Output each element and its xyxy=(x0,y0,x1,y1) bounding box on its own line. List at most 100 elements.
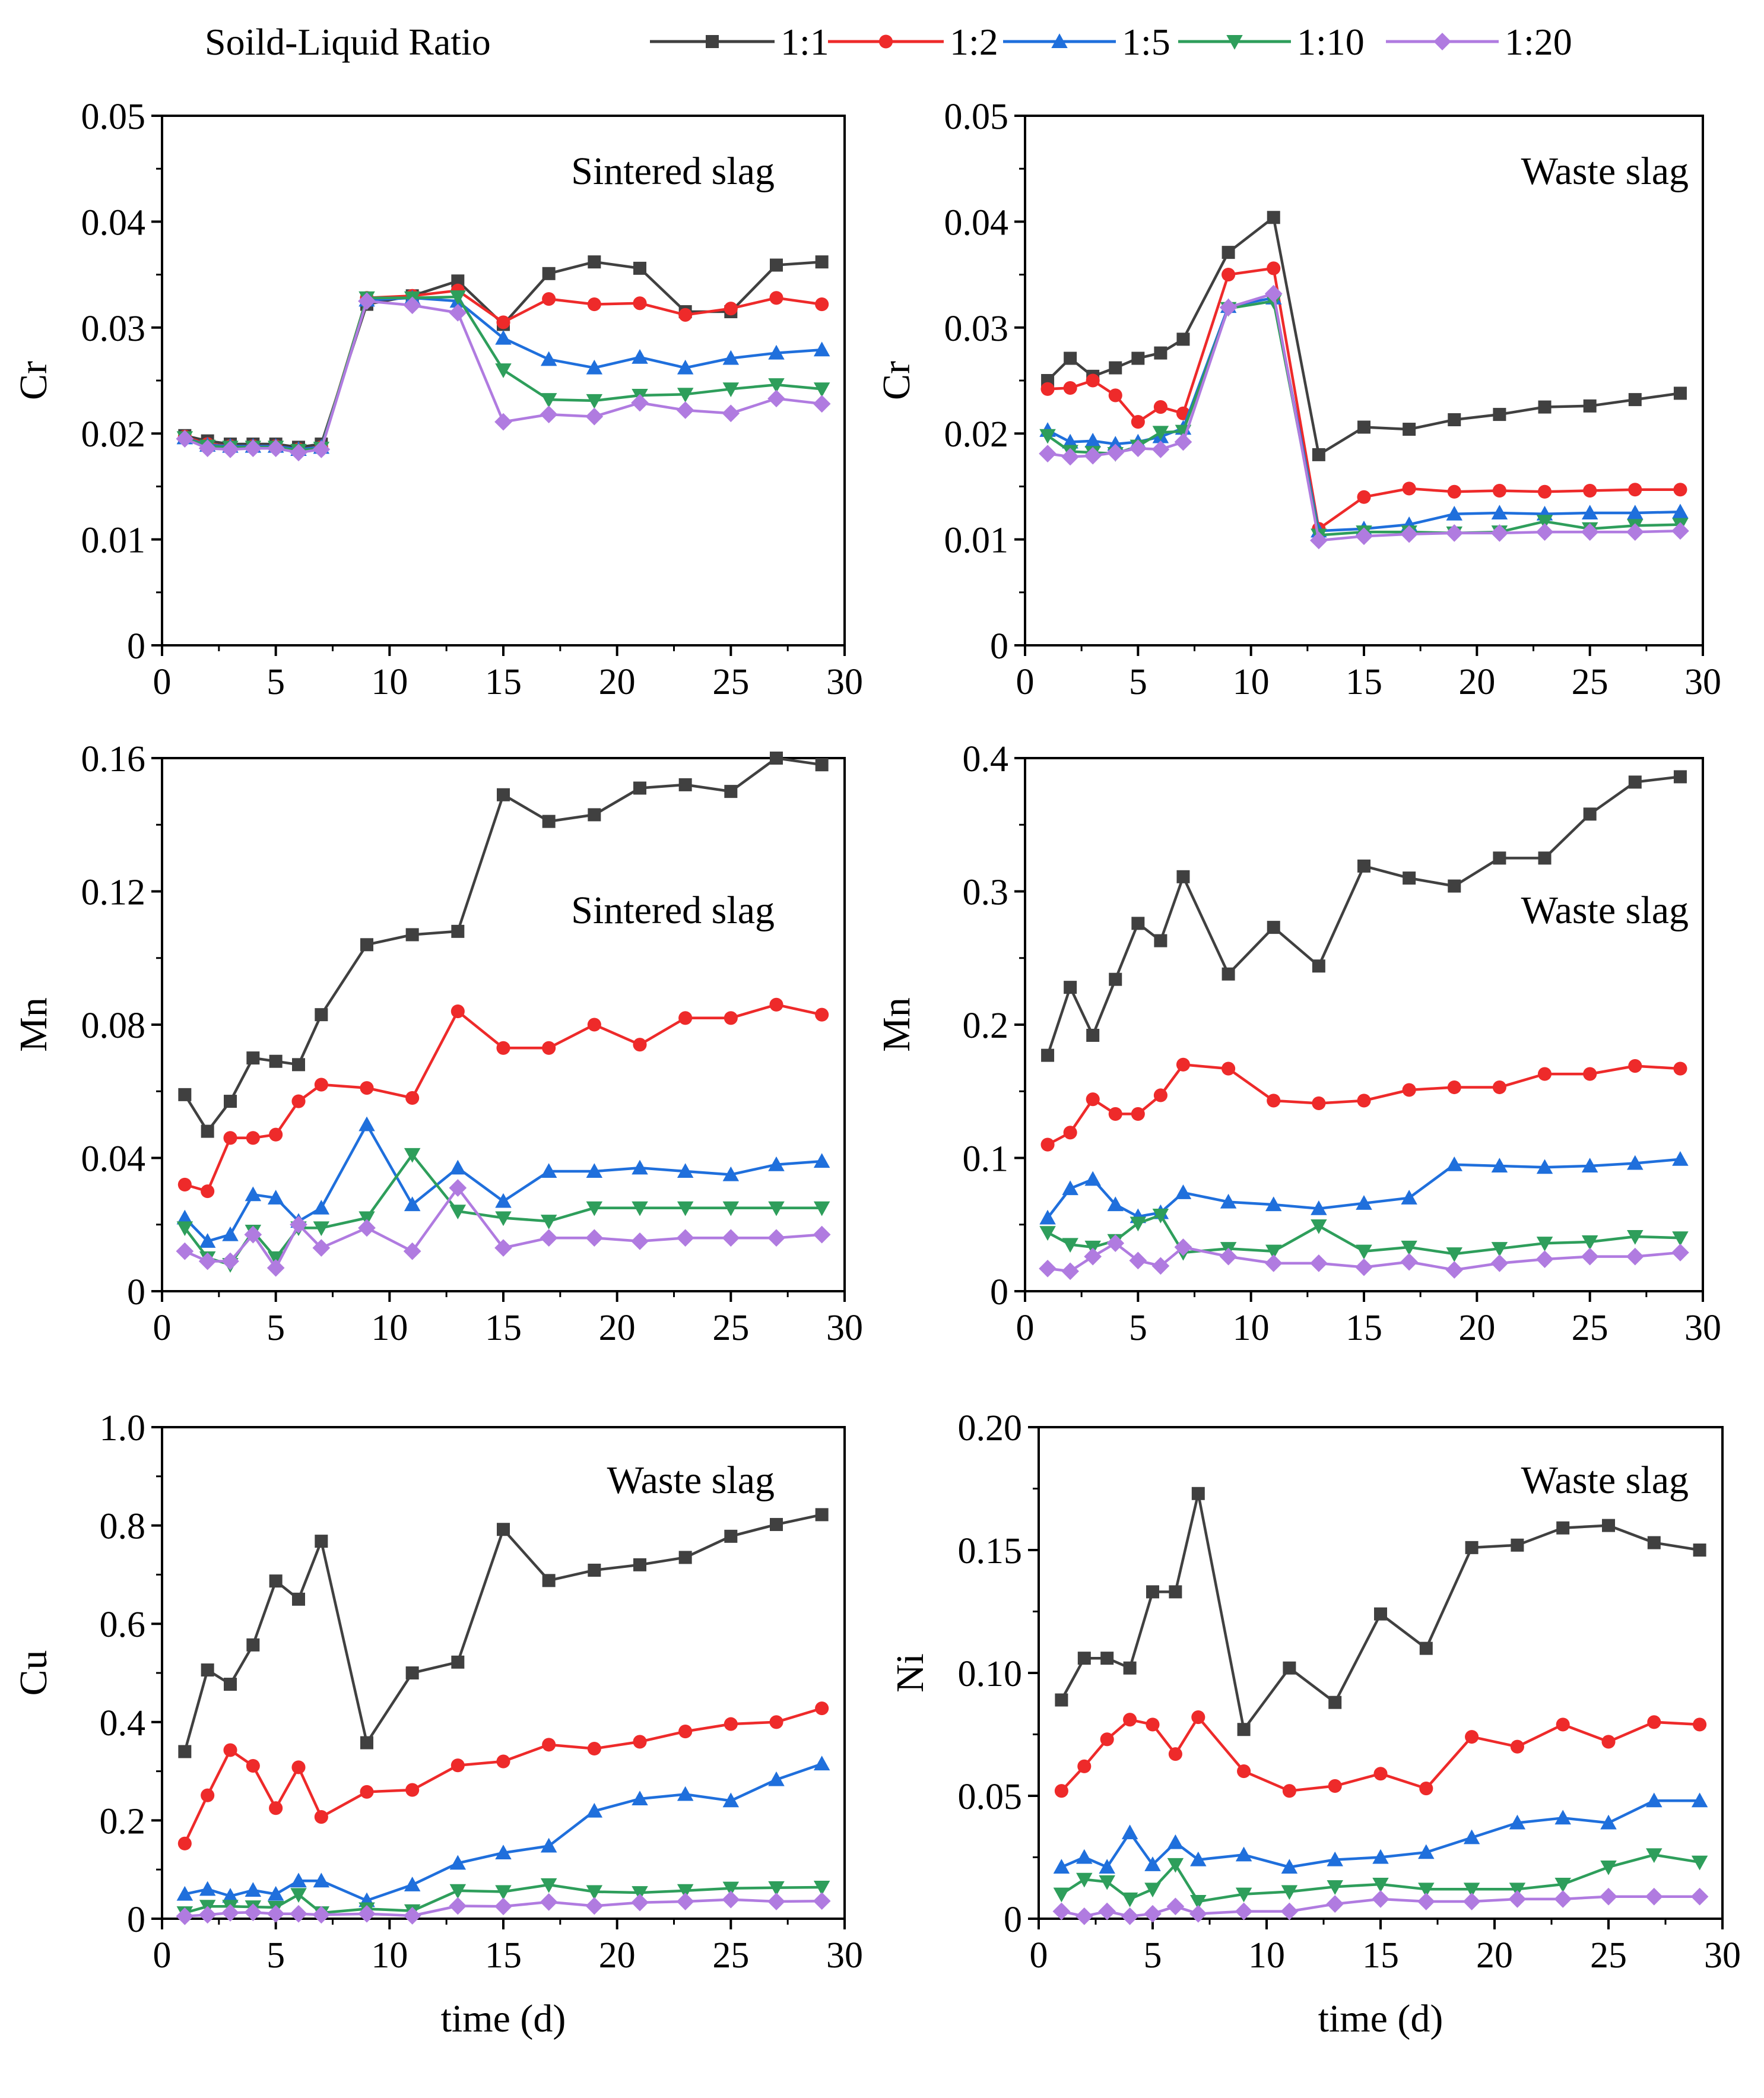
x-tick-label: 25 xyxy=(1590,1935,1627,1976)
data-point xyxy=(1602,1519,1615,1532)
panel-6-ni-waste-slag: 0 5 10 15 20 25 30 0 0.05 0.10 0.15 0.20 Ni time (d) W… xyxy=(889,1408,1741,2040)
data-point xyxy=(1400,1253,1418,1271)
data-point xyxy=(1671,1244,1689,1262)
y-axis-title: Mn xyxy=(875,997,918,1052)
data-point xyxy=(1673,1061,1687,1076)
data-point xyxy=(1168,1747,1182,1761)
data-point xyxy=(1327,1880,1343,1895)
data-point xyxy=(1672,503,1689,519)
data-point xyxy=(1146,1585,1159,1599)
legend-marker xyxy=(1226,35,1243,50)
x-tick-label: 0 xyxy=(153,662,172,702)
series-1-20 xyxy=(1039,1234,1689,1281)
data-point xyxy=(1448,413,1461,427)
data-point xyxy=(1100,1732,1114,1747)
data-point xyxy=(1151,440,1170,458)
data-point xyxy=(1099,1859,1115,1874)
data-point xyxy=(1691,1855,1708,1871)
data-point xyxy=(770,1517,783,1531)
data-point xyxy=(1693,1544,1706,1557)
legend-entry-1-5: 1:5 xyxy=(1003,21,1170,63)
data-point xyxy=(1222,246,1235,259)
data-point xyxy=(1627,505,1644,519)
data-point xyxy=(1538,400,1552,414)
data-point xyxy=(1062,1180,1078,1196)
data-point xyxy=(450,1004,465,1019)
x-tick-label: 0 xyxy=(153,1308,172,1348)
data-point xyxy=(1123,1713,1137,1727)
y-tick-label: 0.08 xyxy=(81,1006,146,1046)
data-point xyxy=(177,1177,192,1191)
data-point xyxy=(315,1008,328,1022)
data-point xyxy=(495,1211,512,1227)
data-point xyxy=(1040,382,1055,396)
data-point xyxy=(1583,807,1597,821)
data-point xyxy=(176,1907,194,1925)
data-point xyxy=(360,1736,373,1750)
data-point xyxy=(267,1251,284,1266)
data-point xyxy=(1121,1824,1138,1840)
y-tick-label: 0 xyxy=(127,1272,145,1313)
x-tick-label: 10 xyxy=(371,1935,408,1976)
data-point xyxy=(201,1184,215,1199)
data-point xyxy=(815,1508,829,1522)
x-tick-label: 15 xyxy=(485,1308,522,1348)
data-point xyxy=(449,1897,467,1915)
data-point xyxy=(1628,775,1642,789)
series-1-2 xyxy=(1040,1057,1687,1152)
data-point xyxy=(1691,1792,1708,1808)
data-point xyxy=(1628,483,1642,497)
data-point xyxy=(769,997,783,1012)
x-tick-label: 5 xyxy=(1129,1308,1147,1348)
data-point xyxy=(813,341,830,357)
data-point xyxy=(313,1872,330,1888)
data-point xyxy=(451,924,465,938)
data-point xyxy=(632,1886,648,1901)
data-point xyxy=(588,1563,601,1577)
data-point xyxy=(767,1229,785,1247)
legend-label: 1:5 xyxy=(1122,21,1170,63)
data-point xyxy=(1372,1878,1389,1893)
data-point xyxy=(632,349,648,364)
x-tick-label: 30 xyxy=(1704,1935,1741,1976)
data-point xyxy=(768,344,785,360)
x-tick-label: 10 xyxy=(1248,1935,1285,1976)
data-point xyxy=(678,778,692,791)
data-point xyxy=(1535,523,1554,541)
data-point xyxy=(587,1741,601,1756)
data-point xyxy=(1511,1538,1524,1552)
data-point xyxy=(633,1038,647,1052)
series-line xyxy=(183,1123,822,1243)
data-point xyxy=(1445,524,1464,542)
data-point xyxy=(815,255,829,269)
y-tick-label: 0.4 xyxy=(963,739,1009,779)
data-point xyxy=(1086,1028,1100,1042)
x-tick-label: 5 xyxy=(1144,1935,1162,1976)
data-point xyxy=(176,430,194,448)
legend-label: 1:2 xyxy=(950,21,998,63)
series-line xyxy=(183,1513,823,1752)
y-tick-label: 0.1 xyxy=(963,1139,1009,1180)
data-point xyxy=(722,350,740,365)
data-point xyxy=(496,315,510,329)
data-point xyxy=(1100,1652,1114,1665)
panel-2-cr-waste-slag: 0 5 10 15 20 25 30 0 0.01 0.02 0.03 0.04 0.05 Cr Waste… xyxy=(875,97,1721,702)
data-point xyxy=(1166,1897,1185,1916)
data-point xyxy=(585,1229,604,1247)
data-point xyxy=(451,274,465,288)
data-point xyxy=(495,1885,512,1900)
data-point xyxy=(1062,1238,1078,1253)
series-1-2 xyxy=(1054,1710,1707,1798)
data-point xyxy=(1167,1858,1184,1873)
data-point xyxy=(244,1225,262,1244)
data-point xyxy=(403,1242,421,1260)
data-point xyxy=(449,1179,467,1197)
data-point xyxy=(724,1529,738,1543)
x-tick-label: 15 xyxy=(1346,1308,1382,1348)
data-point xyxy=(1328,1695,1342,1709)
data-point xyxy=(1063,381,1077,395)
data-point xyxy=(246,1638,260,1652)
data-point xyxy=(358,1219,376,1237)
data-point xyxy=(244,439,262,458)
data-point xyxy=(1055,1693,1068,1707)
